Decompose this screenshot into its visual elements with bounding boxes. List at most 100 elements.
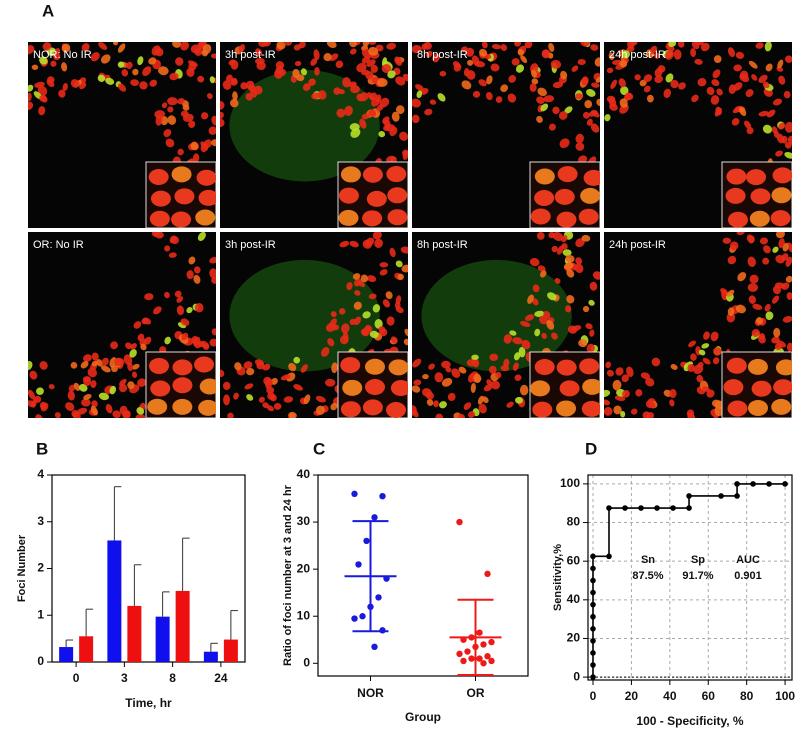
nucleus bbox=[784, 152, 792, 159]
nucleus bbox=[783, 90, 791, 99]
nucleus bbox=[694, 58, 703, 65]
nucleus bbox=[762, 257, 770, 265]
nucleus bbox=[495, 371, 502, 379]
nucleus bbox=[727, 307, 735, 316]
inset-nucleus bbox=[342, 379, 363, 396]
nucleus bbox=[368, 293, 377, 300]
nucleus bbox=[361, 69, 370, 76]
nucleus bbox=[76, 407, 88, 415]
nucleus bbox=[379, 262, 389, 268]
nucleus bbox=[379, 269, 388, 276]
nucleus bbox=[474, 60, 486, 68]
nucleus bbox=[756, 317, 763, 325]
nucleus bbox=[130, 343, 137, 350]
nucleus bbox=[452, 61, 461, 68]
plot-frame bbox=[317, 474, 529, 677]
data-point bbox=[355, 561, 362, 568]
nucleus bbox=[586, 343, 595, 353]
micrograph: 24h post-IR bbox=[604, 42, 792, 228]
nucleus bbox=[524, 42, 533, 49]
inset-nucleus bbox=[556, 359, 577, 376]
nucleus bbox=[433, 400, 439, 408]
nucleus bbox=[634, 74, 641, 81]
nucleus bbox=[654, 75, 663, 84]
bar bbox=[107, 540, 122, 662]
nucleus bbox=[563, 262, 574, 270]
nucleus bbox=[101, 365, 111, 373]
data-point bbox=[476, 655, 483, 662]
nucleus bbox=[536, 96, 545, 104]
nucleus bbox=[151, 45, 161, 56]
roc-point bbox=[734, 493, 740, 499]
nucleus bbox=[772, 246, 779, 253]
nucleus bbox=[68, 384, 76, 392]
nucleus bbox=[190, 141, 199, 150]
nucleus bbox=[262, 42, 272, 47]
x-tick-label: OR bbox=[467, 686, 485, 700]
nucleus bbox=[311, 92, 321, 100]
bar bbox=[223, 639, 238, 662]
nucleus bbox=[543, 95, 555, 103]
nucleus bbox=[729, 241, 739, 251]
nucleus bbox=[193, 274, 201, 284]
nucleus bbox=[536, 232, 545, 240]
nucleus bbox=[359, 118, 367, 129]
nucleus bbox=[643, 74, 653, 83]
inset-nucleus bbox=[172, 398, 193, 415]
x-tick-label: 20 bbox=[625, 689, 639, 703]
nucleus bbox=[512, 362, 519, 371]
nucleus bbox=[787, 242, 792, 253]
micrograph: NOR: No IR bbox=[28, 42, 216, 228]
nucleus bbox=[262, 402, 269, 409]
nucleus bbox=[346, 282, 353, 291]
nucleus bbox=[702, 357, 711, 365]
nucleus bbox=[109, 385, 117, 395]
nucleus bbox=[39, 56, 48, 65]
nucleus bbox=[565, 305, 572, 313]
data-point bbox=[359, 613, 366, 620]
nucleus bbox=[182, 104, 190, 111]
nucleus bbox=[342, 77, 352, 88]
nucleus bbox=[142, 66, 152, 77]
nucleus bbox=[119, 383, 128, 393]
nucleus bbox=[578, 339, 588, 348]
data-point bbox=[464, 648, 471, 655]
nucleus bbox=[65, 402, 75, 412]
nucleus bbox=[478, 403, 487, 414]
inset-nucleus bbox=[554, 188, 575, 205]
nucleus bbox=[258, 396, 265, 403]
nucleus bbox=[733, 82, 743, 91]
nucleus bbox=[67, 390, 75, 401]
nucleus bbox=[739, 70, 749, 80]
nucleus bbox=[329, 318, 337, 328]
nucleus bbox=[439, 401, 447, 409]
nucleus bbox=[447, 392, 456, 401]
nucleus bbox=[154, 110, 166, 119]
bar bbox=[175, 590, 190, 662]
nucleus bbox=[349, 123, 360, 131]
nucleus bbox=[197, 232, 206, 241]
nucleus bbox=[100, 54, 111, 64]
nucleus bbox=[339, 240, 350, 248]
nucleus bbox=[596, 98, 600, 107]
nucleus bbox=[350, 48, 357, 55]
nucleus bbox=[180, 318, 190, 326]
nucleus bbox=[164, 291, 170, 299]
nucleus bbox=[349, 240, 359, 248]
data-point bbox=[371, 514, 378, 521]
nucleus bbox=[368, 46, 379, 56]
nucleus bbox=[48, 384, 55, 390]
x-tick-label: 100 bbox=[775, 689, 795, 703]
nucleus bbox=[461, 46, 468, 52]
x-axis-label: 100 - Specificity, % bbox=[636, 714, 743, 728]
nucleus bbox=[70, 362, 78, 369]
nucleus bbox=[117, 43, 126, 53]
nucleus bbox=[697, 77, 707, 87]
nucleus bbox=[467, 59, 474, 66]
nucleus bbox=[765, 311, 774, 321]
nucleus bbox=[527, 294, 534, 304]
nucleus bbox=[463, 68, 470, 77]
inset-nucleus bbox=[149, 357, 170, 374]
nucleus bbox=[391, 111, 400, 122]
nucleus bbox=[422, 374, 429, 380]
